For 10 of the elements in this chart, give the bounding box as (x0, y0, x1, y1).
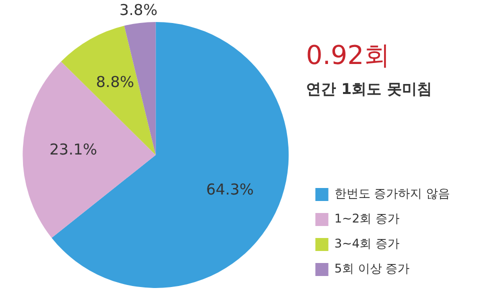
data-label: 8.8% (96, 73, 134, 92)
legend-label: 1~2회 증가 (334, 212, 400, 226)
text: 연간 1회도 못미침 (306, 80, 432, 99)
legend-label: 한번도 증가하지 않음 (334, 186, 450, 201)
data-label: 64.3% (206, 180, 254, 199)
data-label: 23.1% (50, 140, 98, 158)
legend-label: 3~4회 증가 (334, 236, 400, 251)
data-label: 3.8% (119, 0, 158, 19)
legend-label: 5회 이상 증가 (334, 262, 410, 276)
text: 0.92회 (306, 40, 390, 73)
